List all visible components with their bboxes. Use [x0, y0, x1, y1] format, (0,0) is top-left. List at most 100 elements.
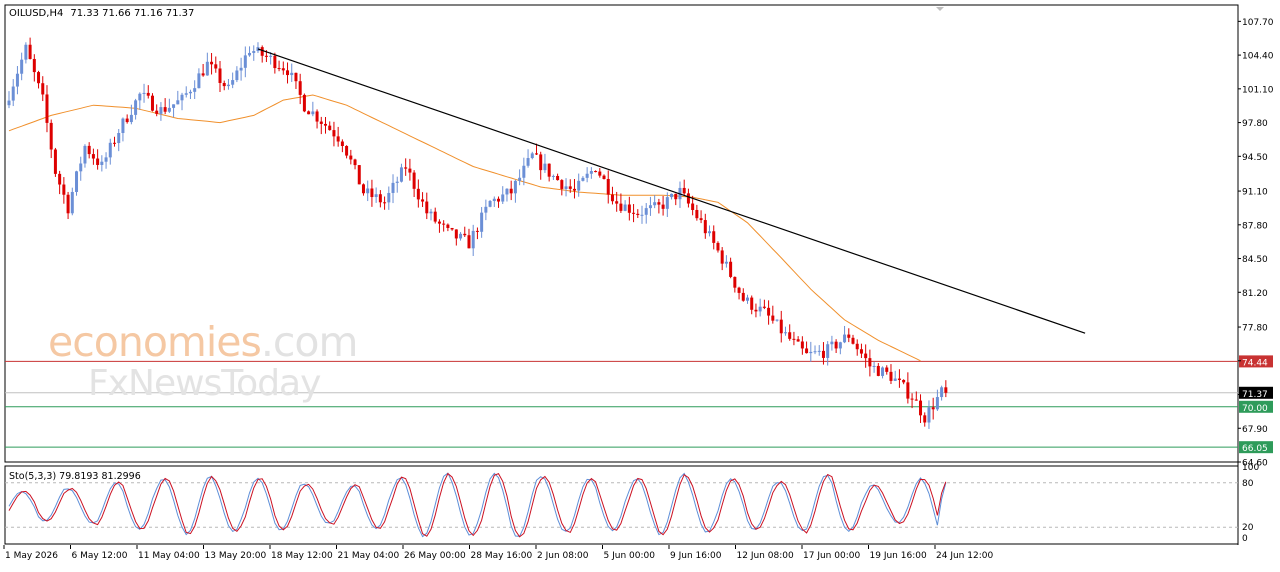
candle-body — [750, 297, 754, 310]
candle-body — [328, 125, 332, 131]
candle-body — [45, 94, 49, 123]
candle-body — [868, 358, 872, 367]
candle-body — [62, 184, 66, 195]
candle-body — [235, 70, 239, 81]
candle-body — [830, 341, 834, 345]
candle-body — [349, 155, 353, 160]
candle-body — [319, 121, 323, 124]
price-tick-label: 87.80 — [1242, 221, 1268, 231]
candle-body — [653, 202, 657, 206]
candle-body — [387, 192, 391, 203]
candle-body — [442, 223, 446, 225]
symbol-header: OILUSD,H4 71.33 71.66 71.16 71.37 — [9, 8, 194, 19]
candle-body — [522, 165, 526, 178]
candle-body — [902, 379, 906, 383]
current-price-label: 71.37 — [1242, 390, 1268, 400]
candle-body — [269, 55, 273, 57]
candle-body — [682, 187, 686, 194]
candle-body — [881, 367, 885, 376]
candle-body — [480, 212, 484, 232]
candle-body — [526, 158, 530, 166]
stoch-tick-label: 0 — [1242, 534, 1248, 544]
candle-body — [357, 165, 361, 185]
candle-body — [632, 212, 636, 214]
candle-body — [315, 111, 319, 122]
candle-body — [58, 173, 62, 185]
candle-body — [539, 154, 543, 171]
candle-body — [281, 68, 285, 71]
candle-body — [286, 70, 290, 76]
candle-body — [184, 93, 188, 95]
time-tick-label: 12 Jun 08:00 — [737, 551, 794, 561]
candle-body — [108, 142, 112, 158]
candle-body — [737, 287, 741, 293]
candle-body — [167, 107, 171, 112]
candle-body — [492, 198, 496, 202]
candle-body — [598, 171, 602, 176]
candle-body — [720, 250, 724, 264]
candle-body — [497, 198, 501, 202]
candle-body — [370, 188, 374, 198]
stoch-tick-label: 100 — [1242, 463, 1259, 473]
price-tick-label: 77.80 — [1242, 324, 1268, 334]
candle-body — [75, 171, 79, 192]
candle-body — [374, 194, 378, 198]
level-tag-74.44 — [1239, 355, 1273, 368]
candle-body — [834, 341, 838, 349]
candle-body — [96, 158, 100, 165]
time-tick-label: 1 May 2026 — [5, 551, 58, 561]
candle-body — [640, 214, 644, 216]
candle-body — [636, 213, 640, 215]
candle-body — [800, 341, 804, 349]
candle-body — [117, 133, 121, 144]
candle-body — [366, 188, 370, 194]
candle-body — [222, 82, 226, 87]
candle-body — [572, 188, 576, 191]
candle-body — [699, 218, 703, 221]
candle-body — [543, 163, 547, 171]
candle-body — [893, 378, 897, 381]
candle-body — [345, 145, 349, 156]
candle-body — [754, 309, 758, 312]
symbol-timeframe: OILUSD,H4 — [9, 8, 63, 19]
candle-body — [821, 350, 825, 358]
time-tick-label: 11 May 04:00 — [138, 551, 200, 561]
candle-body — [176, 100, 180, 105]
candle-body — [454, 229, 458, 239]
ohlc-values: 71.33 71.66 71.16 71.37 — [70, 8, 194, 19]
candle-body — [340, 141, 344, 146]
price-tick-label: 101.10 — [1242, 85, 1274, 95]
candle-body — [914, 399, 918, 401]
candle-body — [788, 332, 792, 339]
candle-body — [467, 235, 471, 249]
candle-body — [294, 72, 298, 82]
candle-body — [180, 94, 184, 101]
candle-body — [11, 86, 15, 101]
candle-body — [239, 67, 243, 71]
candle-body — [412, 172, 416, 189]
candle-body — [931, 407, 935, 410]
downtrend-line — [257, 48, 1086, 334]
time-tick-label: 18 May 12:00 — [271, 551, 333, 561]
candle-body — [361, 184, 365, 194]
candle-body — [395, 181, 399, 183]
price-tick-label: 64.60 — [1242, 459, 1268, 469]
candle-body — [277, 68, 281, 70]
candle-body — [193, 88, 197, 92]
candle-body — [336, 136, 340, 142]
shift-marker-icon[interactable] — [936, 7, 944, 11]
candle-body — [923, 415, 927, 423]
stoch-plot-frame — [4, 465, 1239, 545]
candle-body — [471, 230, 475, 249]
candle-body — [501, 194, 505, 202]
candle-body — [733, 276, 737, 288]
candle-body — [100, 161, 104, 165]
candle-body — [758, 306, 762, 312]
candle-body — [724, 261, 728, 264]
candle-body — [459, 233, 463, 239]
candle-body — [41, 83, 45, 95]
candle-body — [134, 100, 138, 115]
candle-body — [910, 398, 914, 400]
